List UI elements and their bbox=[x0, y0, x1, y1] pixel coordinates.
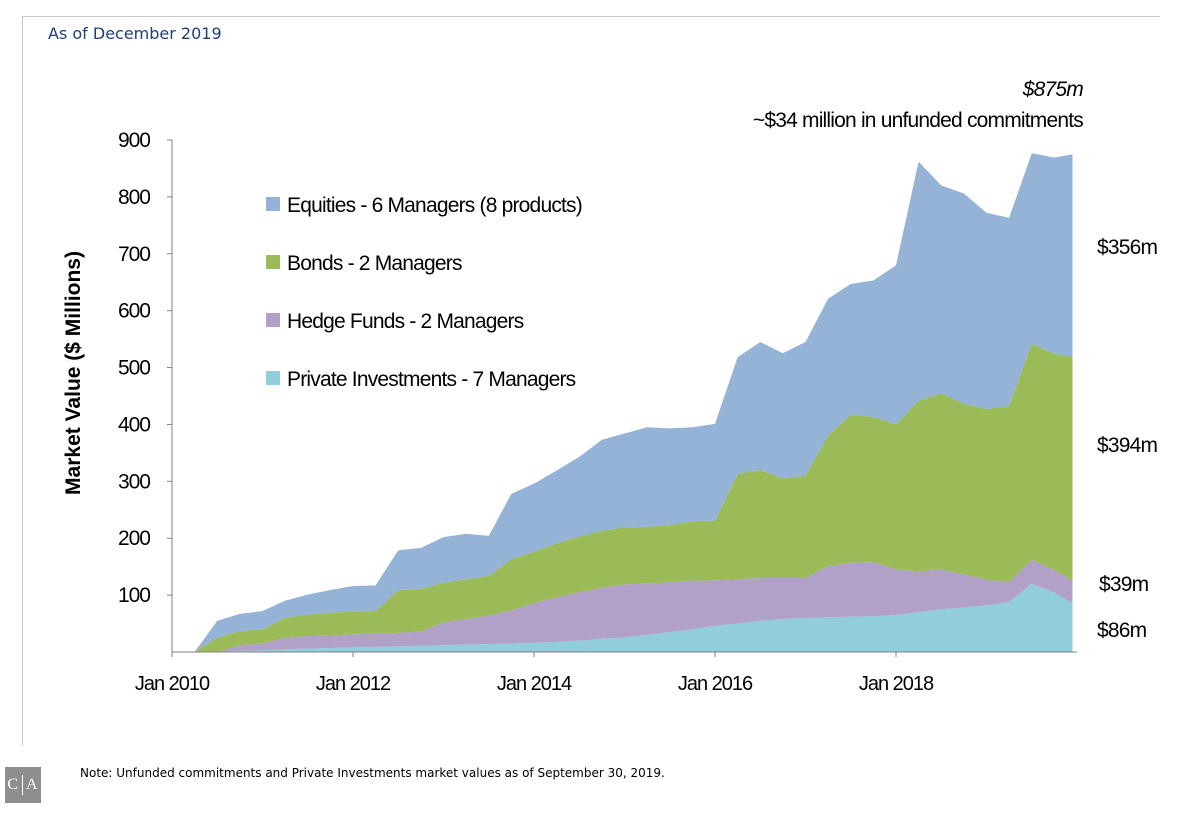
series-area-3 bbox=[172, 153, 1073, 652]
x-tick-label: Jan 2010 bbox=[135, 673, 210, 695]
annotation-layer: $875m ~$34 million in unfunded commitment… bbox=[753, 78, 1158, 642]
x-tick-label: Jan 2016 bbox=[678, 673, 753, 695]
logo-letter-a: A bbox=[26, 776, 39, 793]
page-subtitle: As of December 2019 bbox=[48, 24, 222, 43]
top-rule bbox=[22, 16, 1160, 17]
footnote: Note: Unfunded commitments and Private I… bbox=[80, 766, 665, 780]
left-rule bbox=[22, 16, 23, 746]
y-tick-label: 300 bbox=[118, 470, 150, 493]
y-axis-label: Market Value ($ Millions) bbox=[62, 251, 85, 495]
x-tick-label: Jan 2014 bbox=[497, 673, 572, 695]
logo-letter-c: C bbox=[7, 776, 20, 793]
area-layer bbox=[172, 153, 1073, 652]
private-investments-value-label: $86m bbox=[1097, 619, 1147, 642]
y-tick-label: 400 bbox=[118, 413, 150, 436]
legend-swatch bbox=[266, 313, 280, 327]
stacked-area-chart: 100 200 300 400 500 600 700 800 900 Jan 2010 Jan 2… bbox=[62, 78, 1158, 695]
y-tick-label: 600 bbox=[118, 300, 150, 323]
legend-label: Equities - 6 Managers (8 products) bbox=[287, 194, 582, 217]
legend-label: Bonds - 2 Managers bbox=[287, 252, 462, 275]
x-tick-label: Jan 2018 bbox=[859, 673, 934, 695]
legend-swatch bbox=[266, 197, 280, 211]
y-tick-label: 700 bbox=[118, 243, 150, 266]
legend: Equities - 6 Managers (8 products) Bonds … bbox=[266, 194, 583, 391]
total-value-annotation: $875m bbox=[1022, 78, 1084, 101]
series-area-1 bbox=[172, 559, 1073, 652]
equities-value-label: $356m bbox=[1097, 236, 1158, 259]
y-tick-label: 200 bbox=[118, 527, 150, 550]
hedge-funds-value-label: $39m bbox=[1099, 573, 1149, 596]
y-tick-label: 500 bbox=[118, 357, 150, 380]
bonds-value-label: $394m bbox=[1097, 434, 1158, 457]
y-tick-label: 800 bbox=[118, 186, 150, 209]
unfunded-commitments-annotation: ~$34 million in unfunded commitments bbox=[753, 109, 1083, 132]
x-tick-label: Jan 2012 bbox=[316, 673, 391, 695]
legend-label: Hedge Funds - 2 Managers bbox=[287, 310, 524, 333]
legend-swatch bbox=[266, 371, 280, 385]
series-area-2 bbox=[172, 343, 1073, 652]
y-tick-label: 100 bbox=[118, 584, 150, 607]
series-area-0 bbox=[172, 583, 1073, 652]
legend-label: Private Investments - 7 Managers bbox=[287, 368, 576, 391]
axes-layer: 100 200 300 400 500 600 700 800 900 Jan 2010 Jan 2… bbox=[118, 129, 1077, 695]
legend-swatch bbox=[266, 255, 280, 269]
y-tick-label: 900 bbox=[118, 129, 150, 152]
